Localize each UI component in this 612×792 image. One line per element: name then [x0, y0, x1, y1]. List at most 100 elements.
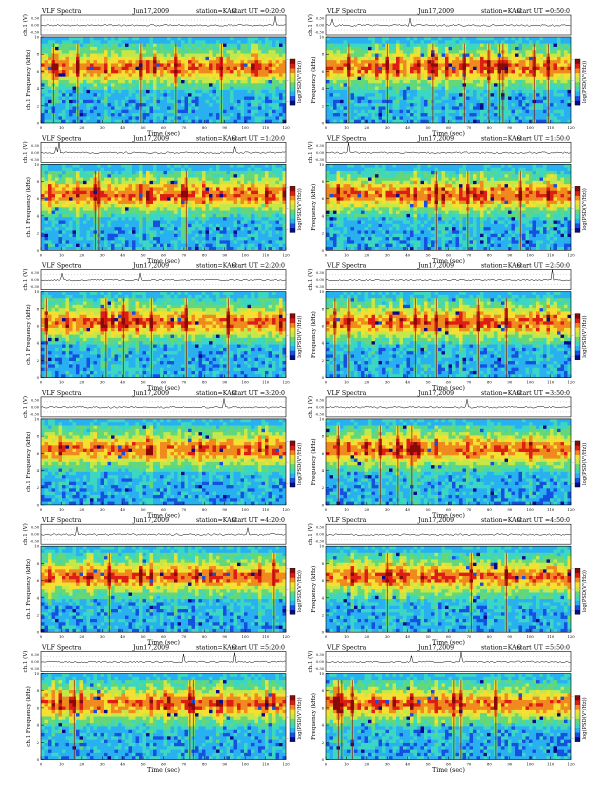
panel-title: VLF Spectra [41, 8, 82, 15]
colorbar-segment [290, 59, 295, 64]
frequency-ylabel: ch.1 Frequency (kHz) [25, 432, 32, 492]
panel-title: VLF Spectra [41, 645, 82, 652]
x-tick-label: 120 [282, 507, 290, 512]
panel-station: station=KAG [196, 517, 237, 524]
y-tick-label: 10 [34, 416, 39, 421]
colorbar-segment [290, 704, 295, 710]
colorbar-segment [575, 605, 580, 610]
colorbar-segment [290, 582, 295, 587]
x-tick-label: 40 [120, 762, 125, 767]
colorbar-tick: - [287, 354, 289, 359]
sferic-streak [488, 43, 490, 123]
colorbar-tick: - [287, 715, 289, 720]
y-tick-label: 0 [37, 502, 40, 507]
colorbar-segment [290, 218, 295, 224]
sferic-streak [337, 425, 339, 505]
panel-start-time: start UT =0:20:0 [232, 8, 285, 15]
colorbar-segment [290, 605, 295, 610]
colorbar-label: log(PSD(V²/Hz)) [581, 443, 588, 485]
sferic-streak [495, 680, 497, 760]
colorbar-segment [575, 59, 580, 64]
time-xlabel: Time (sec) [147, 131, 180, 138]
colorbar-tick: - [287, 694, 289, 699]
colorbar-tick: - [572, 312, 574, 317]
colorbar-tick: - [287, 439, 289, 444]
x-tick-label: 60 [446, 252, 451, 257]
x-tick-label: 120 [567, 507, 575, 512]
x-tick-label: 10 [344, 252, 349, 257]
colorbar-tick: - [287, 333, 289, 338]
colorbar-segment [575, 350, 580, 356]
panel-title: VLF Spectra [326, 263, 367, 270]
x-tick-label: 90 [507, 252, 512, 257]
x-tick-label: 60 [161, 252, 166, 257]
voltage-trace [40, 652, 286, 664]
trace-tick-label: 0.30 [31, 398, 40, 402]
trace-tick-label: 0.00 [31, 405, 40, 409]
sferic-streak [185, 298, 187, 378]
sferic-streak [273, 552, 275, 633]
colorbar-segment [575, 463, 580, 469]
y-tick-label: 0 [37, 248, 40, 253]
x-tick-label: 120 [567, 252, 575, 257]
x-tick-label: 30 [100, 634, 105, 639]
frequency-ylabel: ch.1 Frequency (kHz) [25, 50, 32, 110]
x-tick-label: 50 [141, 252, 146, 257]
trace-tick-label: 0.00 [316, 24, 325, 28]
x-tick-label: 70 [466, 380, 471, 385]
panel-station: station=KAG [196, 645, 237, 652]
colorbar-segment [290, 86, 295, 92]
sferic-streak [502, 43, 504, 123]
trace-ylabel: ch.1 (V) [22, 269, 29, 291]
x-tick-label: 0 [40, 634, 43, 639]
y-tick-label: 6 [37, 69, 40, 74]
x-tick-label: 90 [222, 125, 227, 130]
x-tick-label: 40 [120, 380, 125, 385]
trace-frame [40, 269, 287, 290]
panel-date: Jun17,2009 [132, 517, 169, 524]
x-tick-label: 50 [141, 634, 146, 639]
x-tick-label: 50 [141, 507, 146, 512]
y-tick-label: 6 [322, 705, 325, 710]
time-xlabel: Time (sec) [147, 640, 180, 647]
x-tick-label: 70 [466, 762, 471, 767]
x-tick-label: 110 [262, 252, 270, 257]
y-tick-label: 10 [34, 35, 39, 40]
x-tick-label: 40 [405, 125, 410, 130]
sferic-streak [467, 170, 469, 251]
colorbar-tick: - [287, 99, 289, 104]
panel-date: Jun17,2009 [132, 135, 169, 142]
y-tick-label: 4 [322, 341, 325, 346]
sferic-streak [45, 298, 47, 378]
panel-start-time: start UT =1:50:0 [517, 135, 570, 142]
y-tick-label: 2 [322, 358, 325, 363]
colorbar-segment [290, 213, 295, 219]
colorbar-segment [290, 91, 295, 97]
y-tick-label: 10 [319, 162, 324, 167]
colorbar-segment [575, 209, 580, 215]
x-tick-label: 70 [181, 125, 186, 130]
colorbar-segment [290, 227, 295, 233]
x-tick-label: 100 [242, 125, 250, 130]
sferic-streak [414, 298, 416, 378]
x-tick-label: 10 [59, 762, 64, 767]
trace-tick-label: -0.30 [315, 31, 325, 35]
y-tick-label: 2 [322, 613, 325, 618]
panel-station: station=KAG [481, 135, 522, 142]
x-tick-label: 100 [527, 634, 535, 639]
x-tick-label: 40 [120, 634, 125, 639]
x-tick-label: 90 [507, 634, 512, 639]
trace-ylabel: ch.1 (V) [307, 269, 314, 291]
frequency-ylabel: Frequency (kHz) [310, 566, 317, 613]
colorbar-segment [575, 63, 580, 69]
trace-tick-label: -0.30 [30, 285, 40, 289]
colorbar-frame [289, 58, 296, 106]
x-tick-label: 50 [426, 252, 431, 257]
panel-station: station=KAG [481, 390, 522, 397]
y-tick-label: 8 [37, 434, 40, 439]
trace-tick-label: -0.30 [30, 667, 40, 671]
sferic-streak [547, 43, 549, 123]
x-tick-label: 90 [222, 252, 227, 257]
sferic-streak [140, 43, 142, 123]
